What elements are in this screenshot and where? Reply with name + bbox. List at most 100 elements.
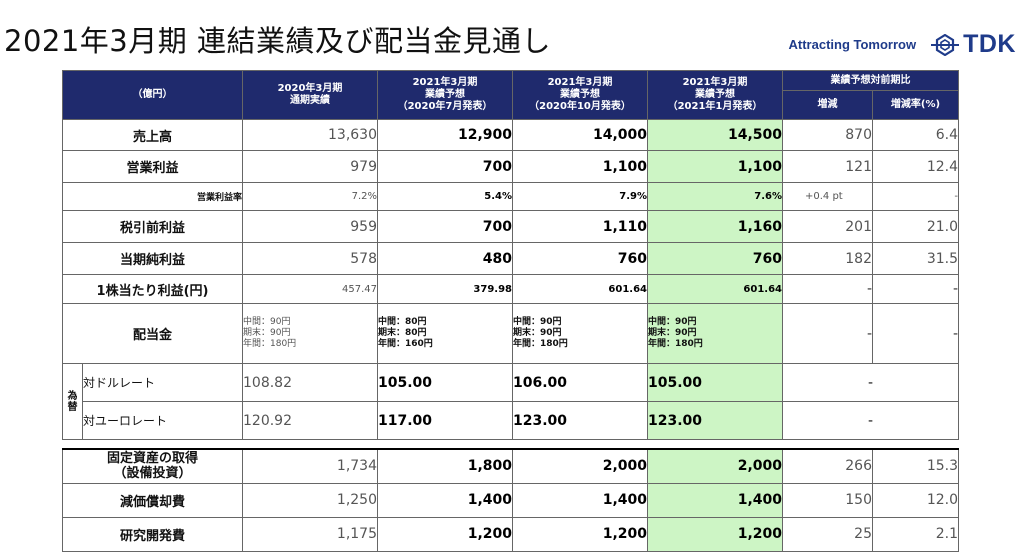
cell: 14,000 [512,119,648,151]
cell: 182 [782,242,873,275]
row-label: 固定資産の取得 （設備投資） [62,448,243,484]
cell: 1,175 [242,516,378,552]
row-depreciation: 減価償却費 1,250 1,400 1,400 1,400 150 12.0 [62,482,959,518]
dividend-cell: 中間：90円 期末：90円 年間：180円 [242,303,378,364]
cell: 120.92 [242,401,378,440]
cell: 601.64 [512,274,648,304]
cell: 379.98 [377,274,513,304]
row-label: 対ドルレート [82,363,243,402]
row-label: 税引前利益 [62,210,243,243]
cell: 1,400 [377,482,513,518]
dividend-cell: 中間：90円 期末：90円 年間：180円 [512,303,648,364]
cell: 2,000 [512,448,648,484]
row-operating-income: 営業利益 979 700 1,100 1,100 121 12.4 [62,150,959,183]
cell: 959 [242,210,378,243]
cell: 760 [512,242,648,275]
cell: 2,000 [647,448,783,484]
header-row-1: （億円） 2020年3月期 通期実績 2021年3月期 業績予想 （2020年7月発表… [62,70,959,120]
cell: 2.1 [872,516,959,552]
cell: 1,100 [512,150,648,183]
row-label: 配当金 [62,303,243,364]
cell: 15.3 [872,448,959,484]
tagline: Attracting Tomorrow [788,37,917,52]
col-header-forecast-jan: 2021年3月期 業績予想 （2021年1月発表） [647,70,783,120]
cell: 266 [782,448,873,484]
cell: - [782,303,873,364]
cell: - [782,363,959,402]
cell: - [872,274,959,304]
cell: 979 [242,150,378,183]
row-label: 当期純利益 [62,242,243,275]
col-header-fy2020: 2020年3月期 通期実績 [242,70,378,120]
dividend-cell: 中間：80円 期末：80円 年間：160円 [377,303,513,364]
cell: 12.0 [872,482,959,518]
cell: 1,250 [242,482,378,518]
cell: 1,200 [377,516,513,552]
cell: 1,160 [647,210,783,243]
cell: - [872,303,959,364]
diff-header: 増減 [782,90,873,120]
cell: 457.47 [242,274,378,304]
cell: 870 [782,119,873,151]
cell: - [782,274,873,304]
fx-group-label: 為替 [62,363,83,440]
cell: 12,900 [377,119,513,151]
cell: 12.4 [872,150,959,183]
page-title: 2021年3月期 連結業績及び配当金見通し [4,24,551,58]
cell: 1,400 [512,482,648,518]
cell: 7.9% [512,182,648,211]
row-label: 減価償却費 [62,482,243,518]
cell: 760 [647,242,783,275]
cell: 601.64 [647,274,783,304]
cell: 1,800 [377,448,513,484]
cell: 700 [377,210,513,243]
compare-header: 業績予想対前期比 [782,70,959,91]
row-sales: 売上高 13,630 12,900 14,000 14,500 870 6.4 [62,119,959,151]
cell: 121 [782,150,873,183]
brand-area: Attracting Tomorrow TDK [789,30,1016,59]
row-label: 対ユーロレート [82,401,243,440]
cell: 700 [377,150,513,183]
header-row-2: 増減 増減率(%) [63,90,959,120]
cell: 1,200 [512,516,648,552]
cell: 6.4 [872,119,959,151]
cell: 108.82 [242,363,378,402]
cell: 7.2% [242,182,378,211]
cell: 105.00 [647,363,783,402]
cell: 201 [782,210,873,243]
row-label: 研究開発費 [62,516,243,552]
cell: 1,734 [242,448,378,484]
cell: +0.4 pt [782,182,873,211]
unit-header: （億円） [62,70,243,120]
row-rnd: 研究開発費 1,175 1,200 1,200 1,200 25 2.1 [62,516,959,552]
row-fx-eur: 対ユーロレート 120.92 117.00 123.00 123.00 - [63,401,959,440]
cell: 1,110 [512,210,648,243]
cell: 117.00 [377,401,513,440]
col-header-forecast-jul: 2021年3月期 業績予想 （2020年7月発表） [377,70,513,120]
cell: 1,400 [647,482,783,518]
cell: 105.00 [377,363,513,402]
tdk-emblem-icon [931,33,960,56]
cell: 31.5 [872,242,959,275]
row-fx-usd: 為替 対ドルレート 108.82 105.00 106.00 105.00 - [62,363,959,440]
row-pretax-income: 税引前利益 959 700 1,110 1,160 201 21.0 [62,210,959,243]
dividend-cell: 中間：90円 期末：90円 年間：180円 [647,303,783,364]
cell: 13,630 [242,119,378,151]
row-eps: 1株当たり利益(円) 457.47 379.98 601.64 601.64 -… [62,274,959,304]
cell: 7.6% [647,182,783,211]
cell: 578 [242,242,378,275]
cell: 1,100 [647,150,783,183]
cell: - [872,182,959,211]
cell: 14,500 [647,119,783,151]
cell: 21.0 [872,210,959,243]
row-capex: 固定資産の取得 （設備投資） 1,734 1,800 2,000 2,000 26… [62,448,959,484]
table-gap [62,439,959,450]
col-header-forecast-oct: 2021年3月期 業績予想 （2020年10月発表） [512,70,648,120]
results-table: （億円） 2020年3月期 通期実績 2021年3月期 業績予想 （2020年7月発表… [62,70,959,552]
cell: - [782,401,959,440]
cell: 123.00 [512,401,648,440]
cell: 123.00 [647,401,783,440]
logo-text: TDK [963,30,1016,58]
cell: 25 [782,516,873,552]
tdk-logo: TDK [930,30,1016,59]
